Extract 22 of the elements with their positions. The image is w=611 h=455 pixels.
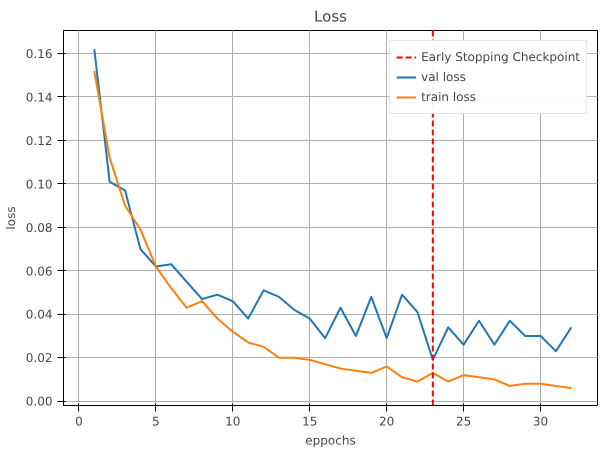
legend-label: train loss: [421, 90, 476, 104]
legend-label: val loss: [421, 70, 466, 84]
y-tick-label: 0.02: [26, 351, 52, 366]
y-tick-label: 0.10: [26, 177, 52, 192]
x-tick-label: 25: [456, 414, 472, 428]
x-tick-label: 0: [75, 414, 83, 428]
x-tick-label: 5: [152, 414, 160, 428]
x-tick-label: 15: [302, 414, 318, 428]
y-axis-title: loss: [4, 206, 18, 230]
y-tick-label: 0.04: [26, 308, 52, 322]
chart-title: Loss: [314, 8, 348, 26]
y-tick-label: 0.06: [26, 264, 52, 278]
y-tick-label: 0.00: [26, 394, 52, 409]
x-tick-label: 30: [532, 414, 548, 428]
x-tick-label: 10: [225, 414, 240, 428]
x-axis-title: eppochs: [305, 434, 356, 448]
y-tick-label: 0.16: [26, 47, 52, 62]
y-tick-label: 0.08: [26, 220, 52, 235]
y-tick-label: 0.12: [26, 134, 52, 148]
x-tick-label: 20: [379, 414, 394, 428]
ref-line-label: Early Stopping Checkpoint: [421, 50, 580, 64]
y-tick-label: 0.14: [26, 90, 52, 104]
